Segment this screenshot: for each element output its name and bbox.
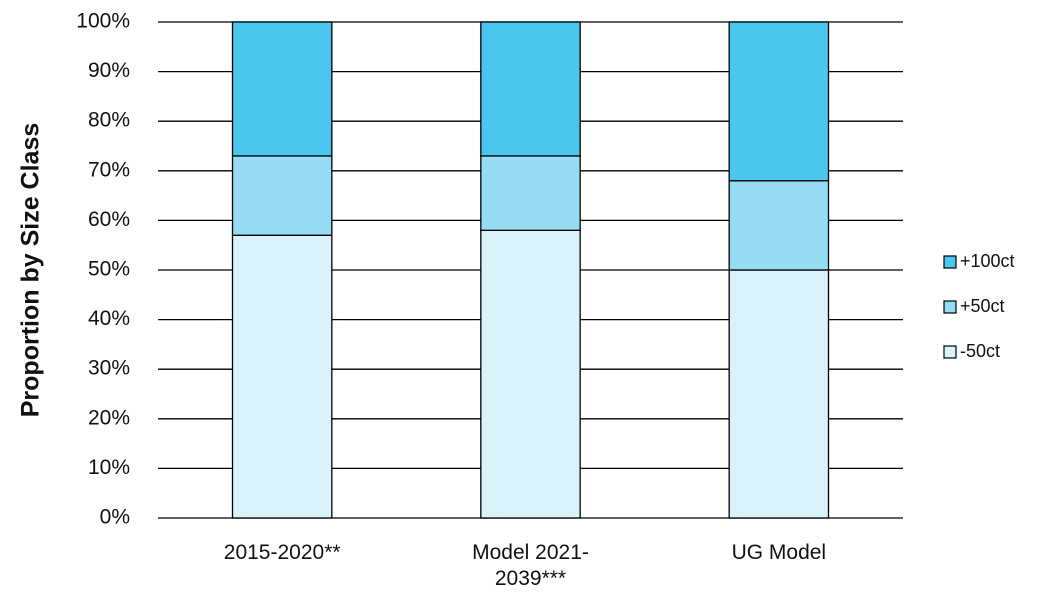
bar-segment	[480, 229, 581, 519]
y-tick-label: 90%	[88, 59, 130, 82]
y-tick-label: 10%	[88, 456, 130, 479]
legend-swatch	[943, 255, 957, 269]
y-tick-label: 40%	[88, 307, 130, 330]
y-tick-label: 80%	[88, 109, 130, 132]
x-tick-label: 2015-2020**	[223, 541, 341, 564]
bar-segment	[480, 21, 581, 157]
x-tick-label: UG Model	[731, 541, 827, 564]
bar-segment	[231, 155, 333, 236]
legend-label: -50ct	[960, 341, 1000, 361]
bar-segment	[231, 234, 333, 519]
bar-segment	[728, 21, 830, 182]
y-tick-label: 100%	[76, 10, 130, 33]
y-tick-label: 20%	[88, 406, 130, 429]
legend-swatch	[943, 345, 957, 359]
y-tick-label: 0%	[100, 506, 130, 529]
bar-segment	[728, 269, 830, 519]
bar-segment	[480, 155, 581, 231]
x-tick-label: Model 2021-2039***	[472, 541, 589, 590]
legend-label: +50ct	[960, 296, 1005, 316]
y-tick-label: 30%	[88, 357, 130, 380]
y-tick-label: 60%	[88, 208, 130, 231]
legend-swatch	[943, 300, 957, 314]
bar-segment	[728, 180, 830, 271]
legend-label: +100ct	[960, 251, 1015, 271]
bar-segment	[231, 21, 333, 157]
y-tick-label: 50%	[88, 258, 130, 281]
y-axis-title: Proportion by Size Class	[17, 123, 45, 418]
y-tick-label: 70%	[88, 158, 130, 181]
